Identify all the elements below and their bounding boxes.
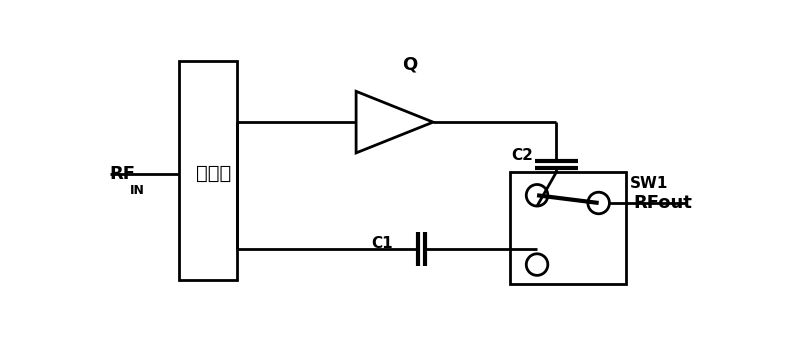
Text: C1: C1 <box>371 236 393 251</box>
Text: RF: RF <box>110 165 136 183</box>
Bar <box>510 172 626 284</box>
Text: IN: IN <box>130 184 145 197</box>
Text: SW1: SW1 <box>630 176 668 191</box>
Text: RFout: RFout <box>634 194 692 212</box>
Text: C2: C2 <box>511 148 534 163</box>
Text: 继电器: 继电器 <box>196 164 231 183</box>
Text: Q: Q <box>402 55 418 73</box>
Bar <box>179 61 237 280</box>
